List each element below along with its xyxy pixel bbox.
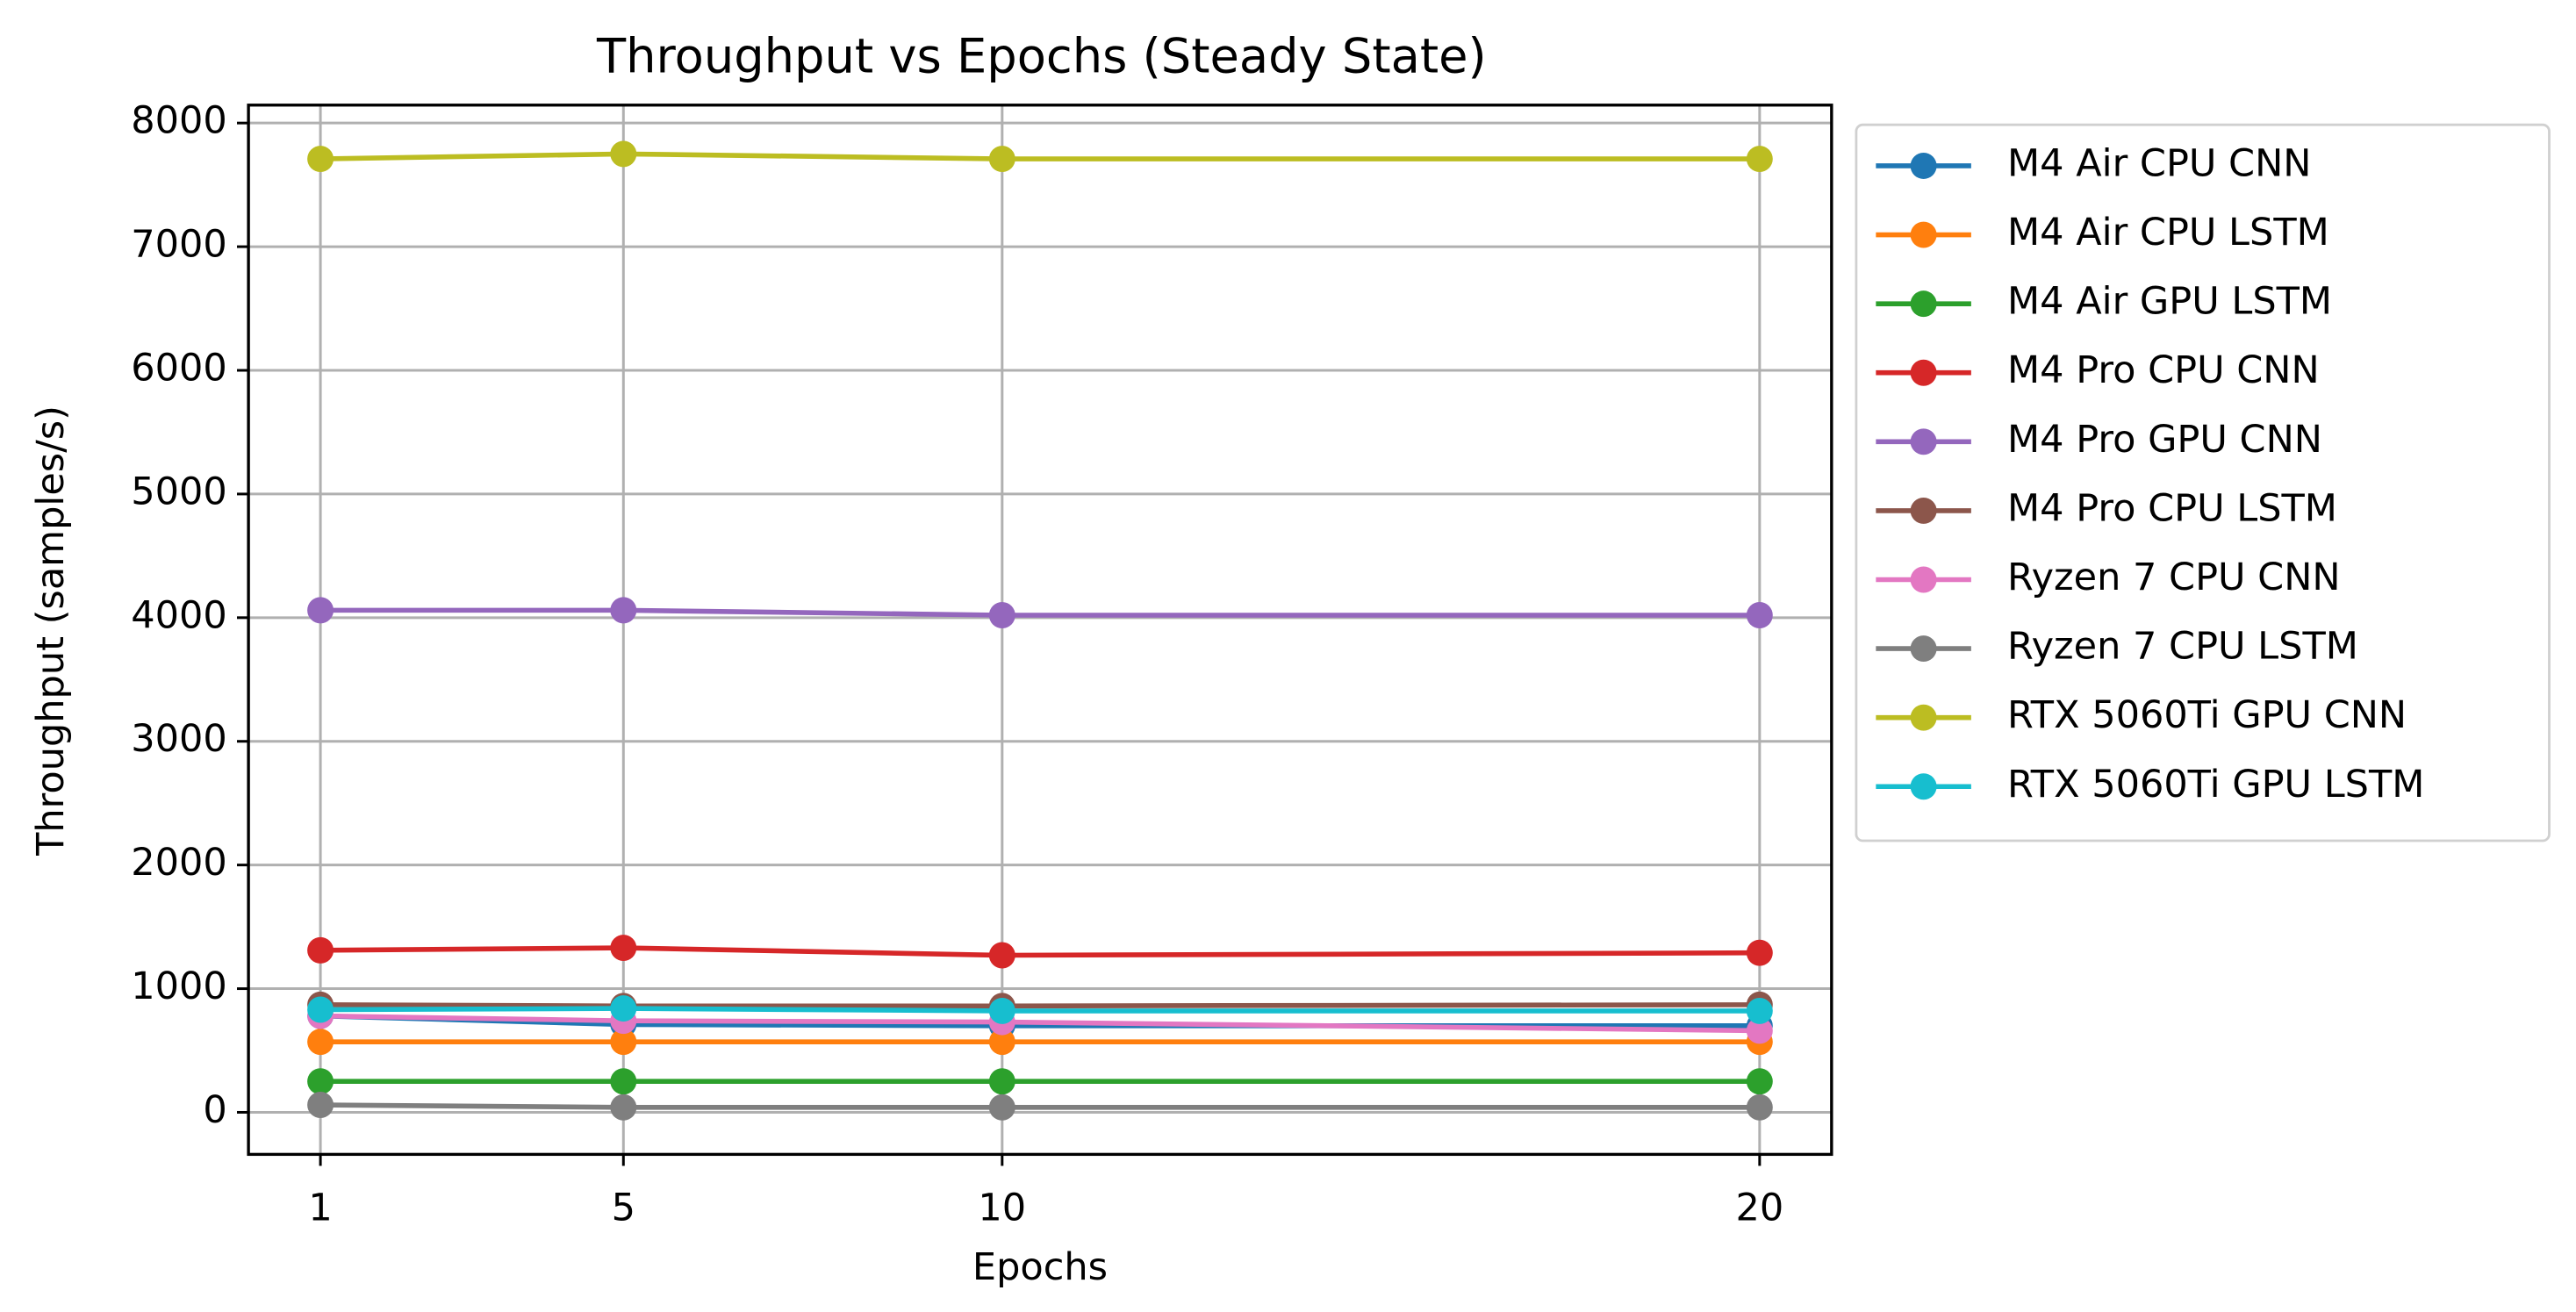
data-point [988, 602, 1015, 628]
y-tick-label: 0 [203, 1088, 226, 1132]
data-point [988, 146, 1015, 173]
x-axis-label: Epochs [972, 1245, 1108, 1289]
x-tick-label: 20 [1735, 1186, 1783, 1230]
data-point [1746, 997, 1773, 1024]
y-tick-label: 5000 [131, 470, 226, 513]
data-point [988, 1029, 1015, 1056]
legend-label: M4 Pro GPU CNN [2007, 418, 2322, 462]
legend-label: Ryzen 7 CPU CNN [2007, 556, 2341, 599]
data-point [610, 1068, 637, 1095]
legend-marker [1910, 153, 1937, 179]
legend-label: RTX 5060Ti GPU LSTM [2007, 763, 2424, 807]
legend-label: RTX 5060Ti GPU CNN [2007, 693, 2407, 737]
series-line [320, 1013, 1760, 1034]
legend-marker [1910, 359, 1937, 386]
legend-marker [1910, 428, 1937, 455]
x-tick-label: 1 [308, 1186, 332, 1230]
data-point [610, 140, 637, 168]
legend-marker [1910, 290, 1937, 318]
y-tick-label: 3000 [131, 717, 226, 761]
legend-label: M4 Pro CPU CNN [2007, 348, 2320, 392]
data-point [610, 597, 637, 624]
data-point [1746, 602, 1773, 628]
data-point [1746, 1093, 1773, 1121]
legend-label: M4 Air CPU CNN [2007, 141, 2311, 185]
y-axis-label: Throughput (samples/s) [29, 405, 73, 857]
series-line [320, 1002, 1760, 1009]
data-point [610, 995, 637, 1022]
legend-label: M4 Pro CPU LSTM [2007, 486, 2337, 530]
data-point [307, 1068, 334, 1095]
data-point [1746, 1068, 1773, 1095]
data-point [307, 597, 334, 624]
data-point [307, 1029, 334, 1056]
data-point [307, 996, 334, 1023]
data-point [307, 1092, 334, 1118]
y-tick-label: 8000 [131, 99, 226, 143]
series-line [320, 1102, 1760, 1110]
legend-marker [1910, 221, 1937, 248]
data-point [988, 1093, 1015, 1121]
series-line [320, 945, 1760, 958]
chart-title: Throughput vs Epochs (Steady State) [596, 28, 1487, 83]
legend-label: M4 Air CPU LSTM [2007, 211, 2329, 255]
data-point [988, 1068, 1015, 1095]
legend-marker [1910, 497, 1937, 524]
y-tick-label: 7000 [131, 223, 226, 267]
y-tick-label: 2000 [131, 841, 226, 885]
data-point [610, 1093, 637, 1121]
legend-marker [1910, 773, 1937, 800]
y-tick-label: 4000 [131, 593, 226, 637]
data-point [988, 997, 1015, 1024]
series-line [320, 151, 1760, 161]
legend-marker [1910, 566, 1937, 593]
x-tick-label: 10 [978, 1186, 1026, 1230]
plot-frame [247, 104, 1833, 1157]
legend-marker [1910, 704, 1937, 731]
series-line [320, 1006, 1760, 1014]
y-tick-label: 1000 [131, 964, 226, 1008]
legend-marker [1910, 635, 1937, 663]
data-point [988, 942, 1015, 969]
legend-label: Ryzen 7 CPU LSTM [2007, 625, 2358, 669]
data-point [1746, 939, 1773, 966]
x-tick-label: 5 [612, 1186, 635, 1230]
data-point [1746, 1017, 1773, 1044]
series-line [320, 607, 1760, 618]
data-point [307, 936, 334, 964]
legend-box [1855, 123, 2551, 842]
data-point [610, 935, 637, 962]
y-tick-label: 6000 [131, 347, 226, 391]
data-point [610, 1029, 637, 1056]
legend-label: M4 Air GPU LSTM [2007, 280, 2332, 324]
data-point [307, 146, 334, 173]
data-point [1746, 146, 1773, 173]
